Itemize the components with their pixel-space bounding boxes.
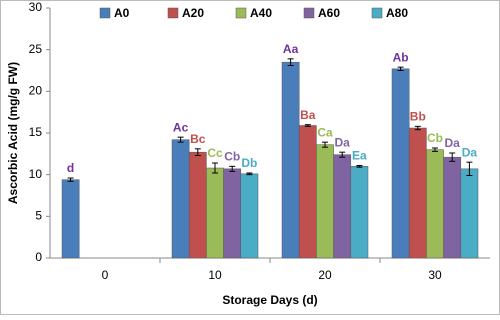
bar — [171, 139, 190, 259]
legend-label: A20 — [182, 6, 204, 20]
y-tick-label: 0 — [35, 250, 42, 264]
legend-swatch — [235, 7, 247, 19]
bar — [281, 61, 300, 259]
legend-swatch — [99, 7, 111, 19]
bar — [240, 173, 259, 259]
y-axis-label: Ascorbic Acid (mg/g FW) — [6, 62, 20, 204]
significance-letter: Cc — [207, 146, 223, 160]
bar — [333, 154, 352, 259]
y-tick-label: 20 — [29, 84, 43, 98]
x-tick-label: 20 — [318, 268, 332, 282]
significance-letter: Ab — [393, 50, 409, 64]
significance-letter: Aa — [283, 42, 299, 56]
legend-swatch — [303, 7, 315, 19]
bar — [188, 151, 207, 259]
bar — [298, 125, 317, 259]
bar — [223, 168, 242, 259]
y-tick-label: 25 — [29, 42, 43, 56]
bar — [391, 68, 410, 259]
significance-letter: Bc — [190, 132, 206, 146]
significance-letter: Bb — [410, 110, 426, 124]
y-tick-label: 10 — [29, 167, 43, 181]
x-tick-label: 10 — [208, 268, 222, 282]
significance-letter: Ba — [300, 108, 316, 122]
bar — [316, 144, 334, 259]
significance-letter: Da — [462, 145, 478, 159]
significance-letter: Da — [445, 136, 461, 150]
bar — [350, 166, 369, 259]
bar — [61, 179, 80, 259]
legend-label: A60 — [318, 6, 340, 20]
significance-letter: Cb — [427, 131, 443, 145]
y-tick-label: 30 — [29, 0, 43, 14]
x-tick-label: 0 — [102, 268, 109, 282]
y-tick-label: 5 — [35, 209, 42, 223]
bar — [408, 127, 427, 259]
x-tick-label: 30 — [428, 268, 442, 282]
bar — [460, 168, 479, 259]
significance-letter: Ca — [317, 125, 333, 139]
bar — [443, 156, 462, 259]
significance-letter: d — [67, 161, 74, 175]
legend-swatch — [371, 7, 383, 19]
legend-label: A40 — [250, 6, 272, 20]
bar — [426, 149, 444, 259]
legend-swatch — [167, 7, 179, 19]
significance-letter: Ea — [352, 149, 367, 163]
significance-letter: Ac — [173, 120, 189, 134]
legend-label: A0 — [114, 6, 130, 20]
legend-label: A80 — [386, 6, 408, 20]
bar — [206, 167, 224, 259]
y-tick-label: 15 — [29, 125, 43, 139]
x-axis-label: Storage Days (d) — [222, 293, 317, 307]
significance-letter: Da — [335, 135, 351, 149]
significance-letter: Cb — [224, 150, 240, 164]
significance-letter: Db — [241, 156, 257, 170]
